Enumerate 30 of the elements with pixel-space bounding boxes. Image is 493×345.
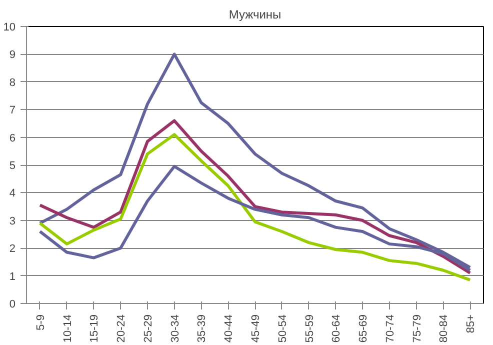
x-tick-label: 35-39	[196, 314, 208, 343]
x-tick-label: 45-49	[250, 314, 262, 343]
x-tick-label: 25-29	[142, 314, 154, 343]
y-tick-label: 8	[9, 76, 16, 89]
y-tick-label: 3	[9, 215, 16, 228]
x-tick-label: 10-14	[62, 314, 74, 343]
chart-title: Мужчины	[228, 8, 282, 22]
y-tick-label: 10	[3, 22, 16, 34]
y-tick-label: 0	[9, 298, 16, 310]
y-tick-label: 2	[9, 243, 16, 256]
y-tick-label: 5	[9, 160, 16, 172]
x-tick-label: 15-19	[88, 314, 101, 343]
x-tick-label: 40-44	[223, 314, 236, 343]
x-tick-label: 65-69	[358, 314, 370, 343]
y-tick-label: 7	[9, 104, 16, 117]
x-tick-label: 60-64	[330, 314, 343, 343]
y-tick-label: 6	[9, 132, 16, 144]
y-tick-label: 4	[9, 188, 16, 200]
x-tick-label: 70-74	[384, 314, 396, 343]
x-tick-label: 30-34	[169, 314, 182, 343]
y-tick-label: 1	[9, 270, 16, 283]
x-tick-label: 85+	[465, 314, 478, 334]
y-tick-label: 9	[9, 49, 16, 62]
x-tick-label: 5-9	[34, 314, 47, 330]
x-tick-label: 55-59	[304, 314, 316, 343]
line-series	[38, 52, 472, 269]
x-tick-label: 20-24	[116, 314, 128, 343]
x-tick-label: 50-54	[276, 314, 289, 343]
x-tick-label: 80-84	[438, 314, 450, 343]
x-tick-label: 75-79	[411, 314, 424, 343]
